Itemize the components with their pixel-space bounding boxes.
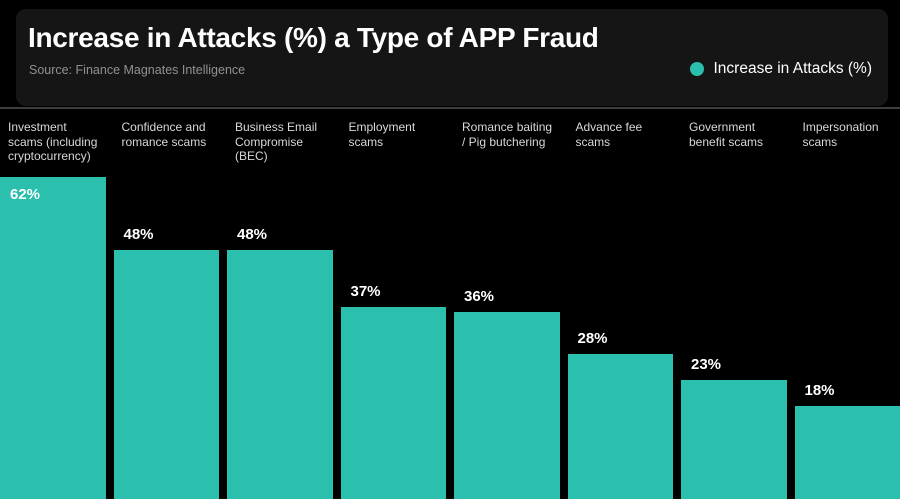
chart-title: Increase in Attacks (%) a Type of APP Fr… bbox=[28, 22, 599, 53]
chart-column: Romance baiting / Pig butchering 36% bbox=[454, 110, 560, 499]
source-note: Source: Finance Magnates Intelligence bbox=[29, 63, 246, 77]
bar bbox=[567, 354, 673, 499]
bar bbox=[0, 177, 106, 499]
value-label: 36% bbox=[464, 288, 495, 305]
value-label: 18% bbox=[804, 382, 835, 399]
value-label: 48% bbox=[237, 226, 268, 243]
legend-label: Increase in Attacks (%) bbox=[713, 60, 872, 77]
bar bbox=[681, 380, 787, 499]
chart-column: Business Email Compromise (BEC) 48% bbox=[227, 110, 333, 499]
chart-column: Employment scams 37% bbox=[340, 110, 446, 499]
chart-column: Advance fee scams 28% bbox=[567, 110, 673, 499]
category-label: Government benefit scams bbox=[689, 120, 764, 149]
bar bbox=[113, 250, 219, 499]
bar bbox=[454, 312, 560, 499]
chart-column: Investment scams (including cryptocurren… bbox=[0, 110, 106, 499]
chart-column: Impersonation scams 18% bbox=[794, 110, 900, 499]
category-label: Employment scams bbox=[348, 120, 416, 149]
value-label: 37% bbox=[350, 283, 381, 300]
category-label: Investment scams (including cryptocurren… bbox=[8, 120, 98, 163]
chart-column: Confidence and romance scams 48% bbox=[113, 110, 219, 499]
category-label: Advance fee scams bbox=[575, 120, 643, 149]
bar bbox=[340, 307, 446, 499]
category-label: Impersonation scams bbox=[802, 120, 879, 149]
bar-chart: Investment scams (including cryptocurren… bbox=[0, 110, 900, 499]
value-label: 28% bbox=[577, 330, 608, 347]
bar bbox=[227, 250, 333, 499]
category-label: Confidence and romance scams bbox=[121, 120, 207, 149]
chart-column: Government benefit scams 23% bbox=[681, 110, 787, 499]
chart-header: Increase in Attacks (%) a Type of APP Fr… bbox=[16, 9, 888, 106]
value-label: 48% bbox=[123, 226, 154, 243]
legend: Increase in Attacks (%) bbox=[690, 60, 872, 78]
value-label: 23% bbox=[691, 356, 722, 373]
header-divider bbox=[0, 107, 900, 109]
value-label: 62% bbox=[10, 186, 41, 203]
legend-dot-icon bbox=[690, 62, 705, 76]
bar bbox=[794, 406, 900, 499]
category-label: Romance baiting / Pig butchering bbox=[462, 120, 553, 149]
category-label: Business Email Compromise (BEC) bbox=[235, 120, 318, 163]
